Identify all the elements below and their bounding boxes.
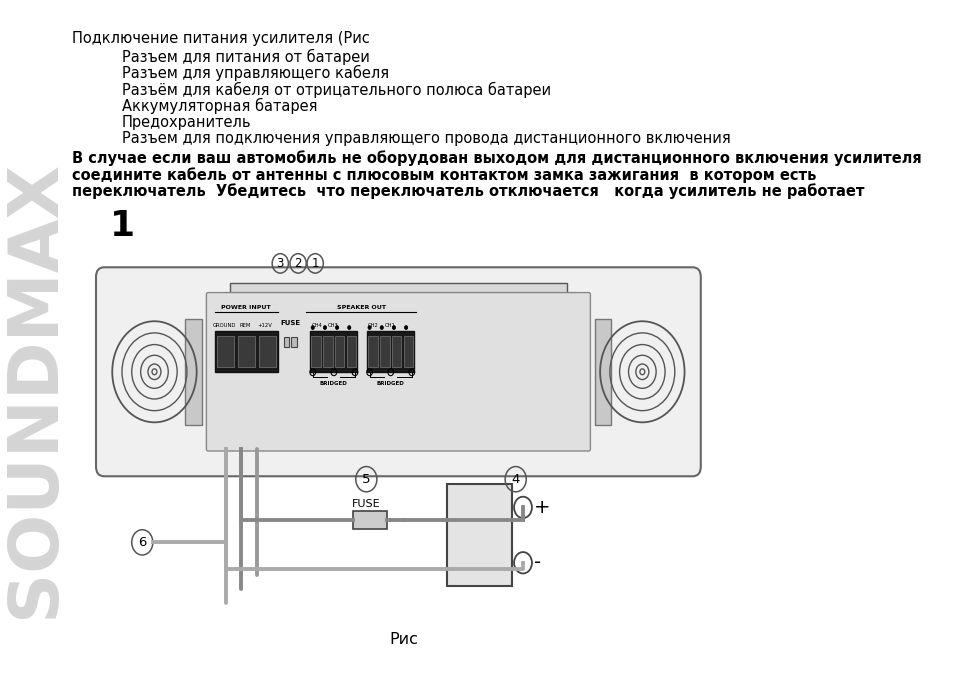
Text: Разъем для подключения управляющего провода дистанционного включения: Разъем для подключения управляющего пров… [122,131,730,146]
Circle shape [404,326,407,330]
Circle shape [323,326,326,330]
Circle shape [335,326,338,330]
Bar [347,336,355,367]
Text: REM: REM [239,322,251,328]
Text: 2: 2 [294,257,301,270]
Text: CH2: CH2 [368,322,378,328]
Bar [595,319,611,425]
Text: Разъем для управляющего кабеля: Разъем для управляющего кабеля [122,65,389,81]
Text: 4: 4 [511,472,519,486]
Bar [323,336,333,367]
Text: Подключение питания усилителя (Рис: Подключение питания усилителя (Рис [71,31,369,46]
Text: BRIDGED: BRIDGED [319,381,348,386]
Text: BRIDGED: BRIDGED [376,381,404,386]
Text: 1: 1 [311,257,318,270]
Text: Разъём для кабеля от отрицательного полюса батареи: Разъём для кабеля от отрицательного полю… [122,81,551,98]
Circle shape [311,326,314,330]
Text: CH3: CH3 [327,322,338,328]
Bar [335,336,344,367]
Text: соедините кабель от антенны с плюсовым контактом замка зажигания  в котором есть: соедините кабель от антенны с плюсовым к… [71,167,815,183]
Bar [283,337,289,347]
Text: Аккумуляторная батарея: Аккумуляторная батарея [122,98,317,114]
Circle shape [347,326,351,330]
Text: 5: 5 [362,472,370,486]
Bar [312,336,320,367]
Text: В случае если ваш автомобиль не оборудован выходом для дистанционного включения : В случае если ваш автомобиль не оборудов… [71,151,921,166]
Text: +: + [534,498,550,517]
Text: SOUNDMAX: SOUNDMAX [1,160,68,618]
Circle shape [392,326,395,330]
Text: FUSE: FUSE [352,499,380,509]
FancyBboxPatch shape [96,267,700,476]
Text: переключатель  Убедитесь  что переключатель отключается   когда усилитель не раб: переключатель Убедитесь что переключател… [71,184,863,199]
Text: SPEAKER OUT: SPEAKER OUT [336,305,385,310]
Text: 1: 1 [110,209,134,243]
Text: Рис: Рис [389,632,417,647]
Circle shape [368,326,371,330]
Text: -: - [534,553,541,572]
Bar [392,336,401,367]
Text: +12V: +12V [257,322,272,328]
Bar [379,336,389,367]
Circle shape [379,326,383,330]
Bar [367,331,414,372]
Bar [185,319,201,425]
Text: FUSE: FUSE [279,320,300,326]
Bar [446,484,511,586]
Bar [403,336,413,367]
Text: Предохранитель: Предохранитель [122,114,252,130]
FancyBboxPatch shape [206,293,590,451]
Bar [258,336,275,367]
Text: CH1: CH1 [384,322,395,328]
Bar [353,511,387,529]
Text: POWER INPUT: POWER INPUT [221,305,271,310]
Bar [368,336,377,367]
Text: 3: 3 [276,257,284,270]
Bar [310,331,357,372]
Bar [230,283,566,300]
Bar [216,336,233,367]
Bar [237,336,254,367]
Text: 6: 6 [138,536,147,549]
Text: CH4: CH4 [311,322,322,328]
Bar [291,337,296,347]
Text: GROUND: GROUND [213,322,235,328]
Text: Разъем для питания от батареи: Разъем для питания от батареи [122,48,370,65]
Bar [214,331,277,372]
